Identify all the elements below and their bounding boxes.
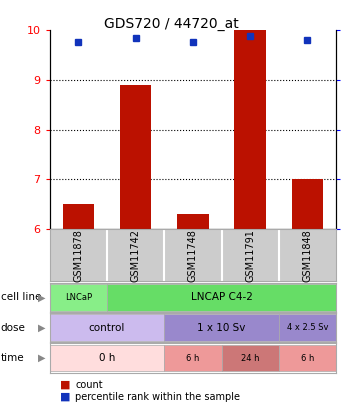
Bar <box>50 345 164 371</box>
Bar <box>222 345 279 371</box>
Text: control: control <box>89 323 125 333</box>
Text: 6 h: 6 h <box>301 354 314 362</box>
Bar <box>279 314 336 341</box>
Text: 24 h: 24 h <box>241 354 259 362</box>
Text: LNCAP C4-2: LNCAP C4-2 <box>191 292 252 302</box>
Text: GSM11878: GSM11878 <box>73 229 83 281</box>
Bar <box>279 345 336 371</box>
Bar <box>177 214 209 229</box>
Text: ■: ■ <box>60 392 71 402</box>
Text: ■: ■ <box>60 380 71 390</box>
Text: GSM11791: GSM11791 <box>245 229 255 281</box>
Bar <box>107 284 336 311</box>
Bar <box>235 30 266 229</box>
Text: percentile rank within the sample: percentile rank within the sample <box>75 392 240 402</box>
Bar <box>63 204 94 229</box>
Bar <box>50 314 164 341</box>
Bar <box>50 284 107 311</box>
Text: GSM11848: GSM11848 <box>303 229 312 281</box>
Text: 4 x 2.5 Sv: 4 x 2.5 Sv <box>287 323 328 332</box>
Text: GDS720 / 44720_at: GDS720 / 44720_at <box>104 17 239 31</box>
Bar <box>120 85 151 229</box>
Text: LNCaP: LNCaP <box>65 293 92 302</box>
Bar <box>292 179 323 229</box>
Text: 0 h: 0 h <box>99 353 115 363</box>
Text: ▶: ▶ <box>38 353 46 363</box>
Text: ▶: ▶ <box>38 323 46 333</box>
Text: time: time <box>1 353 24 363</box>
Bar <box>164 345 222 371</box>
Text: dose: dose <box>1 323 26 333</box>
Text: 1 x 10 Sv: 1 x 10 Sv <box>197 323 246 333</box>
Text: cell line: cell line <box>1 292 41 302</box>
Text: count: count <box>75 380 103 390</box>
Text: ▶: ▶ <box>38 292 46 302</box>
Text: 6 h: 6 h <box>186 354 200 362</box>
Bar <box>164 314 279 341</box>
Text: GSM11742: GSM11742 <box>131 229 141 281</box>
Text: GSM11748: GSM11748 <box>188 229 198 281</box>
